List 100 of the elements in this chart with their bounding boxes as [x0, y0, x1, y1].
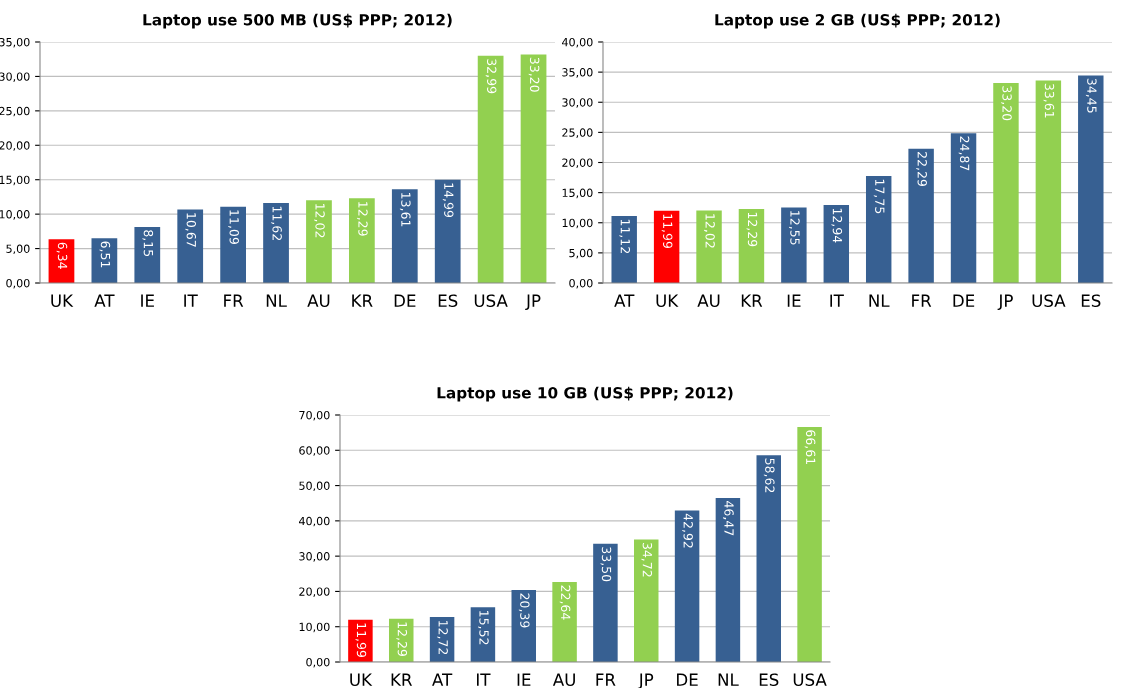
data-label: 8,15: [142, 230, 154, 257]
x-tick-label: USA: [474, 294, 508, 308]
bar: [781, 207, 807, 283]
bar: [738, 208, 765, 283]
data-label: 17,75: [873, 179, 885, 214]
x-tick-label: IT: [477, 673, 491, 686]
y-tick-label: 25,00: [0, 106, 30, 117]
x-tick-label: AU: [697, 294, 720, 308]
y-tick-label: 35,00: [0, 37, 30, 48]
y-tick-label: 10,00: [299, 622, 330, 633]
x-tick-label: AT: [94, 294, 115, 307]
bar: [389, 618, 414, 662]
x-tick-label: UK: [350, 673, 373, 687]
bar: [696, 210, 722, 283]
y-tick-label: 0,00: [6, 278, 30, 289]
y-tick-label: 15,00: [0, 175, 30, 186]
x-tick-label: UK: [656, 294, 679, 308]
y-tick-label: 20,00: [562, 158, 593, 169]
bar: [756, 455, 781, 662]
data-label: 6,34: [56, 242, 68, 269]
y-tick-label: 0,00: [569, 278, 593, 289]
x-tick-label: DE: [677, 673, 698, 686]
data-label: 11,99: [355, 623, 367, 658]
bar: [434, 179, 461, 283]
x-tick-label: IE: [141, 294, 154, 307]
x-tick-label: UK: [51, 294, 74, 308]
data-label: 14,99: [442, 183, 454, 218]
y-tick-label: 25,00: [562, 128, 593, 138]
bar: [91, 238, 118, 283]
data-label: 22,29: [916, 152, 927, 187]
y-tick-label: 50,00: [299, 481, 330, 492]
data-label: 12,29: [396, 622, 408, 657]
bar: [306, 200, 332, 283]
bar: [797, 426, 822, 662]
bar: [593, 543, 618, 662]
data-label: 20,39: [518, 593, 530, 628]
data-label: 12,94: [831, 208, 843, 243]
x-tick-label: IE: [787, 294, 801, 307]
bar: [391, 189, 418, 283]
bar: [674, 510, 700, 662]
data-label: 12,29: [746, 212, 758, 247]
data-label: 32,99: [485, 59, 497, 94]
x-tick-label: KR: [352, 294, 373, 307]
bar: [611, 216, 637, 283]
data-label: 10,67: [185, 213, 197, 247]
y-tick-label: 30,00: [299, 552, 330, 562]
bar: [950, 133, 977, 283]
data-label: 11,62: [271, 206, 282, 240]
data-label: 15,52: [478, 611, 489, 645]
bar: [220, 206, 246, 283]
data-label: 33,20: [1001, 86, 1012, 121]
x-tick-label: NL: [266, 294, 287, 307]
data-label: 66,61: [804, 430, 816, 465]
bar: [177, 209, 204, 283]
data-label: 33,50: [600, 547, 612, 582]
y-tick-label: 15,00: [562, 188, 593, 199]
y-tick-label: 30,00: [562, 98, 593, 108]
x-tick-label: FR: [912, 294, 932, 307]
bar: [865, 176, 892, 283]
bar: [715, 498, 741, 662]
data-label: 12,72: [437, 620, 448, 655]
x-tick-label: DE: [394, 294, 416, 307]
data-label: 13,61: [399, 193, 411, 227]
bar: [908, 148, 934, 283]
x-tick-label: NL: [718, 673, 739, 686]
x-tick-label: NL: [869, 294, 890, 307]
chart-title: Laptop use 10 GB (US$ PPP; 2012): [437, 386, 733, 402]
x-tick-label: AT: [614, 294, 635, 307]
data-label: 12,29: [356, 202, 368, 236]
bar: [511, 590, 536, 662]
y-tick-label: 20,00: [299, 587, 330, 597]
y-tick-label: 20,00: [0, 141, 30, 151]
y-tick-label: 40,00: [562, 37, 593, 48]
bar: [823, 205, 850, 283]
x-tick-label: IT: [830, 294, 844, 307]
data-label: 12,55: [788, 211, 800, 245]
data-label: 11,99: [661, 214, 673, 249]
chart-title: Laptop use 2 GB (US$ PPP; 2012): [715, 13, 1000, 29]
bar: [520, 54, 547, 283]
x-tick-label: FR: [596, 673, 616, 686]
x-tick-label: ES: [1081, 294, 1101, 308]
data-label: 34,72: [641, 542, 653, 577]
data-label: 33,61: [1043, 83, 1055, 118]
y-tick-label: 35,00: [562, 68, 593, 78]
x-tick-label: AU: [307, 294, 330, 308]
data-label: 34,45: [1085, 78, 1097, 113]
bar: [1035, 80, 1062, 283]
data-label: 6,51: [99, 241, 111, 268]
x-tick-label: ES: [438, 294, 458, 308]
y-tick-label: 30,00: [0, 72, 30, 82]
bar: [1078, 75, 1104, 283]
bar: [348, 619, 373, 662]
chart-title: Laptop use 500 MB (US$ PPP; 2012): [143, 13, 452, 29]
x-tick-label: USA: [793, 673, 827, 687]
x-tick-label: JP: [525, 294, 541, 311]
data-label: 12,02: [314, 204, 325, 238]
data-label: 58,62: [763, 458, 775, 493]
x-tick-label: JP: [997, 294, 1013, 311]
y-tick-label: 40,00: [299, 516, 330, 527]
y-tick-label: 70,00: [299, 410, 330, 421]
